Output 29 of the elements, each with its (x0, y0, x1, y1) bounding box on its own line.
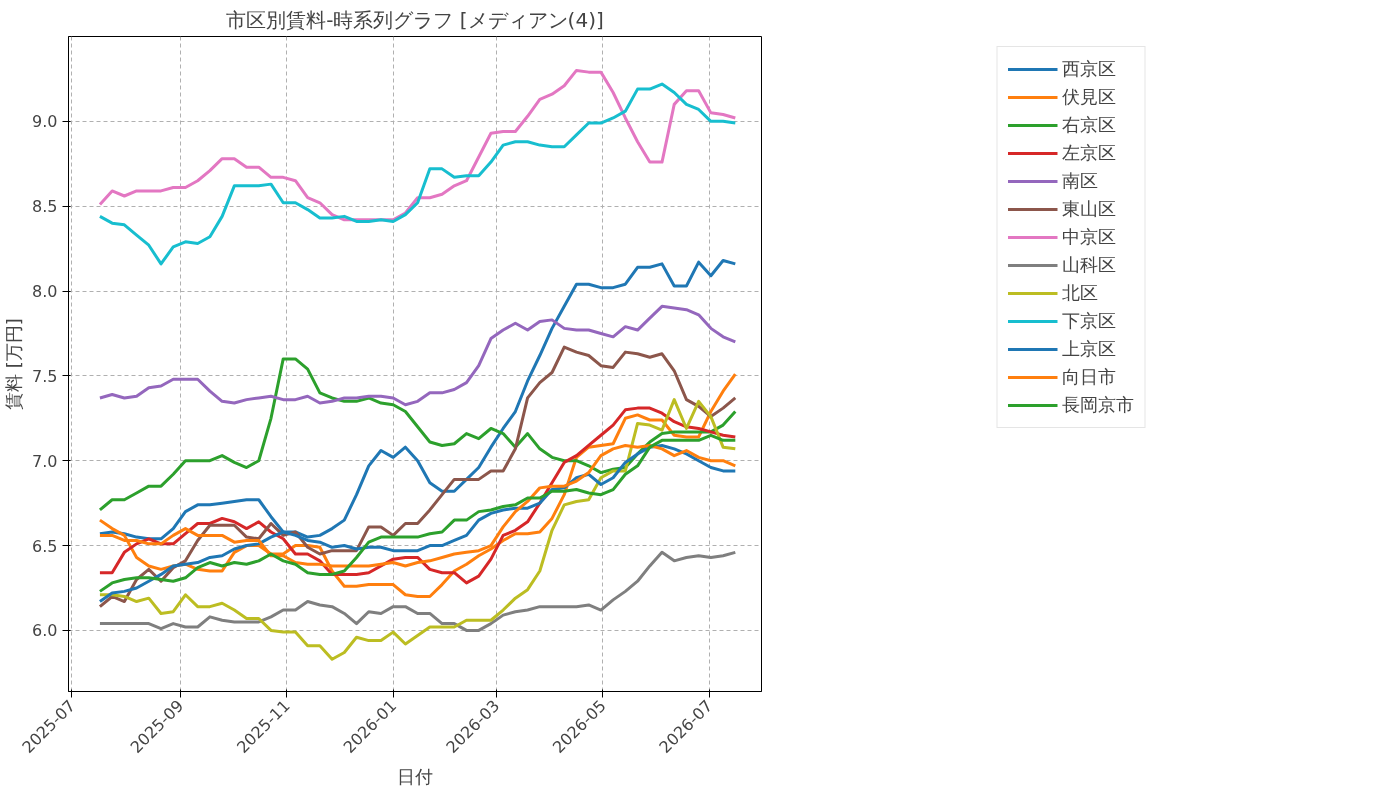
line-series (98, 68, 737, 222)
legend-label: 西京区 (1062, 57, 1116, 81)
line-series (98, 406, 737, 585)
legend-label: 北区 (1062, 281, 1098, 305)
y-tick-label: 7.0 (32, 451, 58, 471)
line-series (98, 550, 737, 632)
y-tick-label: 7.5 (32, 366, 58, 386)
legend-label: 伏見区 (1062, 85, 1116, 109)
legend-label: 長岡京市 (1062, 393, 1134, 417)
chart-title: 市区別賃料-時系列グラフ [メディアン(4)] (226, 7, 604, 32)
line-series (98, 398, 737, 661)
line-series (98, 82, 737, 266)
legend-label: 左京区 (1062, 141, 1116, 165)
y-tick-label: 6.5 (32, 536, 58, 556)
y-axis-title: 賃料 [万円] (3, 318, 25, 410)
legend-label: 中京区 (1062, 225, 1116, 249)
legend-label: 東山区 (1062, 197, 1116, 221)
x-axis-title: 日付 (397, 766, 433, 788)
legend-label: 山科区 (1062, 253, 1116, 277)
legend-label: 南区 (1062, 169, 1098, 193)
y-tick-label: 8.0 (32, 282, 58, 302)
legend-label: 向日市 (1062, 365, 1116, 389)
legend-label: 上京区 (1062, 337, 1116, 361)
line-series (98, 304, 737, 407)
legend-label: 下京区 (1062, 309, 1116, 333)
y-tick-label: 8.5 (32, 197, 58, 217)
y-tick-label: 9.0 (32, 112, 58, 132)
legend-label: 右京区 (1062, 113, 1116, 137)
y-tick-label: 6.0 (32, 621, 58, 641)
